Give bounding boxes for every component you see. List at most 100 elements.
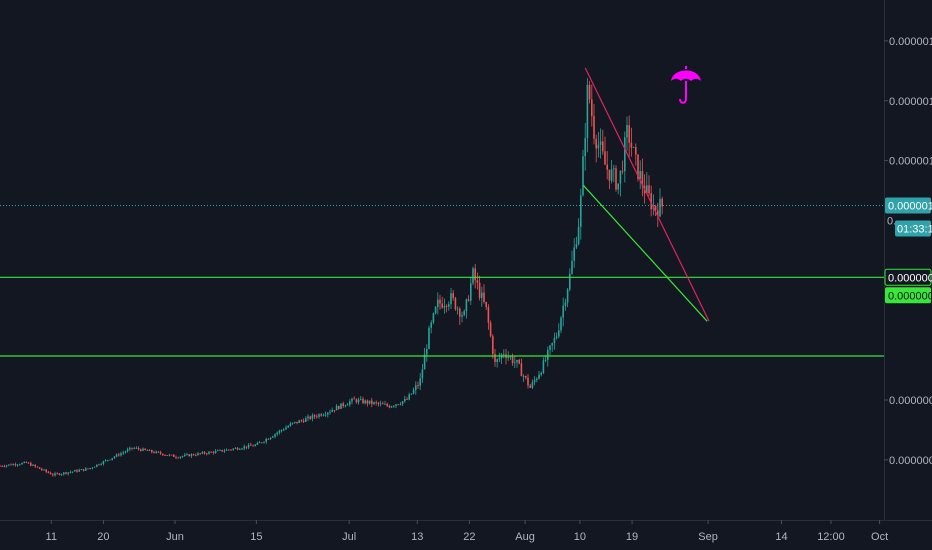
candle-body (173, 454, 175, 457)
candle-body (76, 470, 78, 472)
candle-body (351, 398, 353, 402)
x-tick-label: 12:00 (817, 531, 845, 543)
x-tick-label: 22 (463, 531, 475, 543)
candle-body (379, 403, 382, 405)
candle-body (470, 283, 472, 301)
candle-body (560, 317, 562, 331)
candle-body (397, 404, 399, 406)
candle-body (602, 141, 604, 152)
candle-body (657, 210, 659, 217)
candle-body (595, 138, 597, 149)
y-tick-label: 0.00000020 (889, 455, 932, 467)
candle-body (162, 453, 164, 456)
support-trendline (582, 185, 708, 322)
candle-body (393, 405, 395, 407)
candle-body (133, 448, 135, 449)
candle-body (608, 169, 611, 181)
candle-body (1, 465, 3, 467)
candle-body (302, 420, 305, 422)
candle-body (536, 378, 538, 381)
x-tick-label: 11 (46, 531, 57, 543)
candle-body (511, 356, 514, 364)
candle-body (472, 268, 474, 284)
candle-body (142, 448, 144, 451)
level-tag-text: 0.00000081 (888, 272, 932, 284)
x-tick-label: Jul (342, 531, 356, 543)
candle-body (654, 206, 657, 211)
candle-body (362, 399, 364, 404)
candle-body (316, 416, 318, 418)
x-tick-label: 15 (250, 531, 262, 543)
candle-body (307, 416, 309, 419)
candle-body (566, 289, 569, 303)
candle-body (109, 459, 111, 461)
candle-body (340, 403, 342, 409)
alert-tag-bg (885, 287, 931, 304)
candle-body (168, 454, 171, 456)
candle-body (498, 358, 501, 360)
candle-body (522, 376, 525, 377)
candle-body (10, 464, 12, 466)
candle-body (102, 461, 105, 464)
candle-body (580, 195, 582, 227)
candle-body (577, 226, 580, 245)
candle-body (100, 463, 102, 465)
candle-body (324, 414, 327, 416)
candle-body (395, 404, 397, 406)
candle-body (115, 454, 118, 457)
candle-body (146, 449, 149, 451)
candle-body (278, 430, 281, 433)
candle-body (540, 372, 542, 375)
candle-body (384, 403, 386, 405)
y-tick-label: 0.00000140 (889, 96, 932, 108)
candle-body (390, 406, 393, 408)
x-axis[interactable]: 11 20 Jun 15 Jul 13 22 Aug 10 19 Sep 14 12:00 Oct (0, 520, 932, 543)
candle-body (12, 464, 14, 466)
candle-body (408, 394, 410, 400)
countdown-tag-text: 01:33:14 (897, 223, 932, 235)
candle-body (401, 401, 404, 405)
candle-body (452, 293, 454, 298)
x-tick-label: 20 (97, 531, 109, 543)
candle-body (415, 385, 417, 390)
candle-body (313, 415, 316, 417)
candle-body (346, 404, 349, 406)
candle-body (309, 416, 311, 419)
candle-body (619, 170, 622, 184)
candle-body (542, 360, 545, 373)
candle-body (368, 400, 371, 404)
candle-body (329, 411, 331, 413)
candle-body (34, 464, 36, 467)
candle-body (157, 451, 160, 453)
candle-body (36, 466, 39, 468)
candle-body (318, 414, 320, 417)
candle-body (544, 359, 547, 361)
candle-body (419, 378, 421, 386)
x-tick-label: Aug (515, 531, 535, 543)
candle-body (617, 183, 619, 190)
candle-body (276, 432, 278, 435)
candle-body (305, 418, 307, 422)
candle-body (320, 414, 322, 416)
candle-body (364, 400, 366, 404)
candle-body (214, 450, 217, 453)
candle-body (58, 473, 61, 475)
candle-body (43, 469, 45, 471)
y-tick-label: 0.00000120 (889, 156, 932, 168)
candle-body (221, 449, 223, 452)
candle-body (485, 301, 487, 308)
candle-body (628, 125, 630, 143)
candle-body (32, 464, 34, 466)
y-axis[interactable]: 0.00000160 0.00000140 0.00000120 0.00000040… (884, 0, 932, 520)
candle-body (661, 198, 663, 207)
candle-body (41, 468, 43, 470)
candle-body (294, 421, 296, 423)
candle-body (569, 273, 571, 290)
candle-body (434, 307, 437, 314)
candle-body (256, 442, 259, 445)
candle-body (280, 430, 283, 431)
candle-body (135, 447, 138, 449)
candle-body (30, 463, 32, 466)
candle-body (357, 399, 360, 403)
